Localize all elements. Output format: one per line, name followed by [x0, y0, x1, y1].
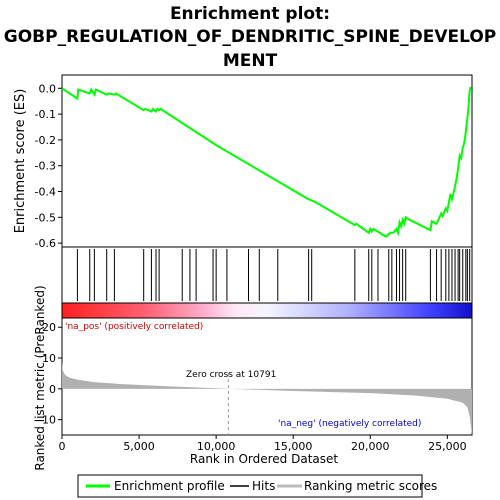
es-panel: 0.0 -0.1 -0.2 -0.3 -0.4 -0.5 -0.6 Enrichment s… [13, 74, 473, 250]
es-y-tick-label: -0.1 [35, 108, 56, 121]
ranking-y-axis: 20 10 0 -10 [38, 321, 62, 427]
es-y-tick-label: -0.2 [35, 134, 56, 147]
ranking-y-tick-label: 0 [49, 383, 56, 396]
es-y-axis-label: Enrichment score (ES) [13, 89, 28, 234]
ranking-x-axis-label: Rank in Ordered Dataset [190, 452, 338, 466]
ranking-panel-frame [61, 317, 473, 436]
chart-title-line-3: MENT [223, 51, 278, 71]
neg-correlated-label: 'na_neg' (negatively correlated) [278, 419, 421, 429]
legend-hits-label: Hits [252, 479, 275, 493]
zero-cross-label: Zero cross at 10791 [186, 370, 276, 380]
hits-panel-frame [61, 246, 473, 304]
pos-correlated-label: 'na_pos' (positively correlated) [65, 322, 203, 332]
es-y-tick-label: 0.0 [39, 82, 57, 95]
enrichment-profile-line [61, 86, 472, 238]
ranking-y-tick-label: 20 [42, 321, 56, 334]
legend-metric-label: Ranking metric scores [304, 479, 437, 493]
ranking-color-bar [61, 302, 473, 319]
ranking-x-tick-label: 10,000 [197, 440, 236, 453]
ranking-x-tick-label: 15,000 [274, 440, 313, 453]
ranking-x-axis: 0 5,000 10,000 15,000 20,000 25,000 [59, 435, 467, 453]
chart-title-line-1: Enrichment plot: [170, 4, 330, 24]
legend-box [77, 474, 423, 498]
es-panel-frame [61, 74, 473, 248]
ranking-x-tick-label: 5,000 [123, 440, 155, 453]
ranking-x-tick-label: 25,000 [428, 440, 467, 453]
ranking-x-tick-label: 20,000 [351, 440, 390, 453]
hits-panel [61, 246, 473, 304]
ranking-y-tick-label: 10 [42, 352, 56, 365]
legend-profile-label: Enrichment profile [114, 479, 225, 493]
ranking-y-axis-label: Ranked list metric (PreRanked) [33, 285, 47, 470]
legend: Enrichment profile Hits Ranking metric s… [77, 474, 437, 498]
ranking-x-tick-label: 0 [59, 440, 66, 453]
ranking-y-tick-label: -10 [38, 414, 56, 427]
es-y-tick-label: -0.3 [35, 160, 56, 173]
es-y-axis: 0.0 -0.1 -0.2 -0.3 -0.4 -0.5 -0.6 [35, 82, 62, 250]
es-y-tick-label: -0.6 [35, 237, 56, 250]
chart-title-line-2: GOBP_REGULATION_OF_DENDRITIC_SPINE_DEVEL… [4, 27, 497, 47]
es-y-tick-label: -0.5 [35, 211, 56, 224]
es-y-tick-label: -0.4 [35, 186, 56, 199]
hit-markers [76, 249, 471, 301]
